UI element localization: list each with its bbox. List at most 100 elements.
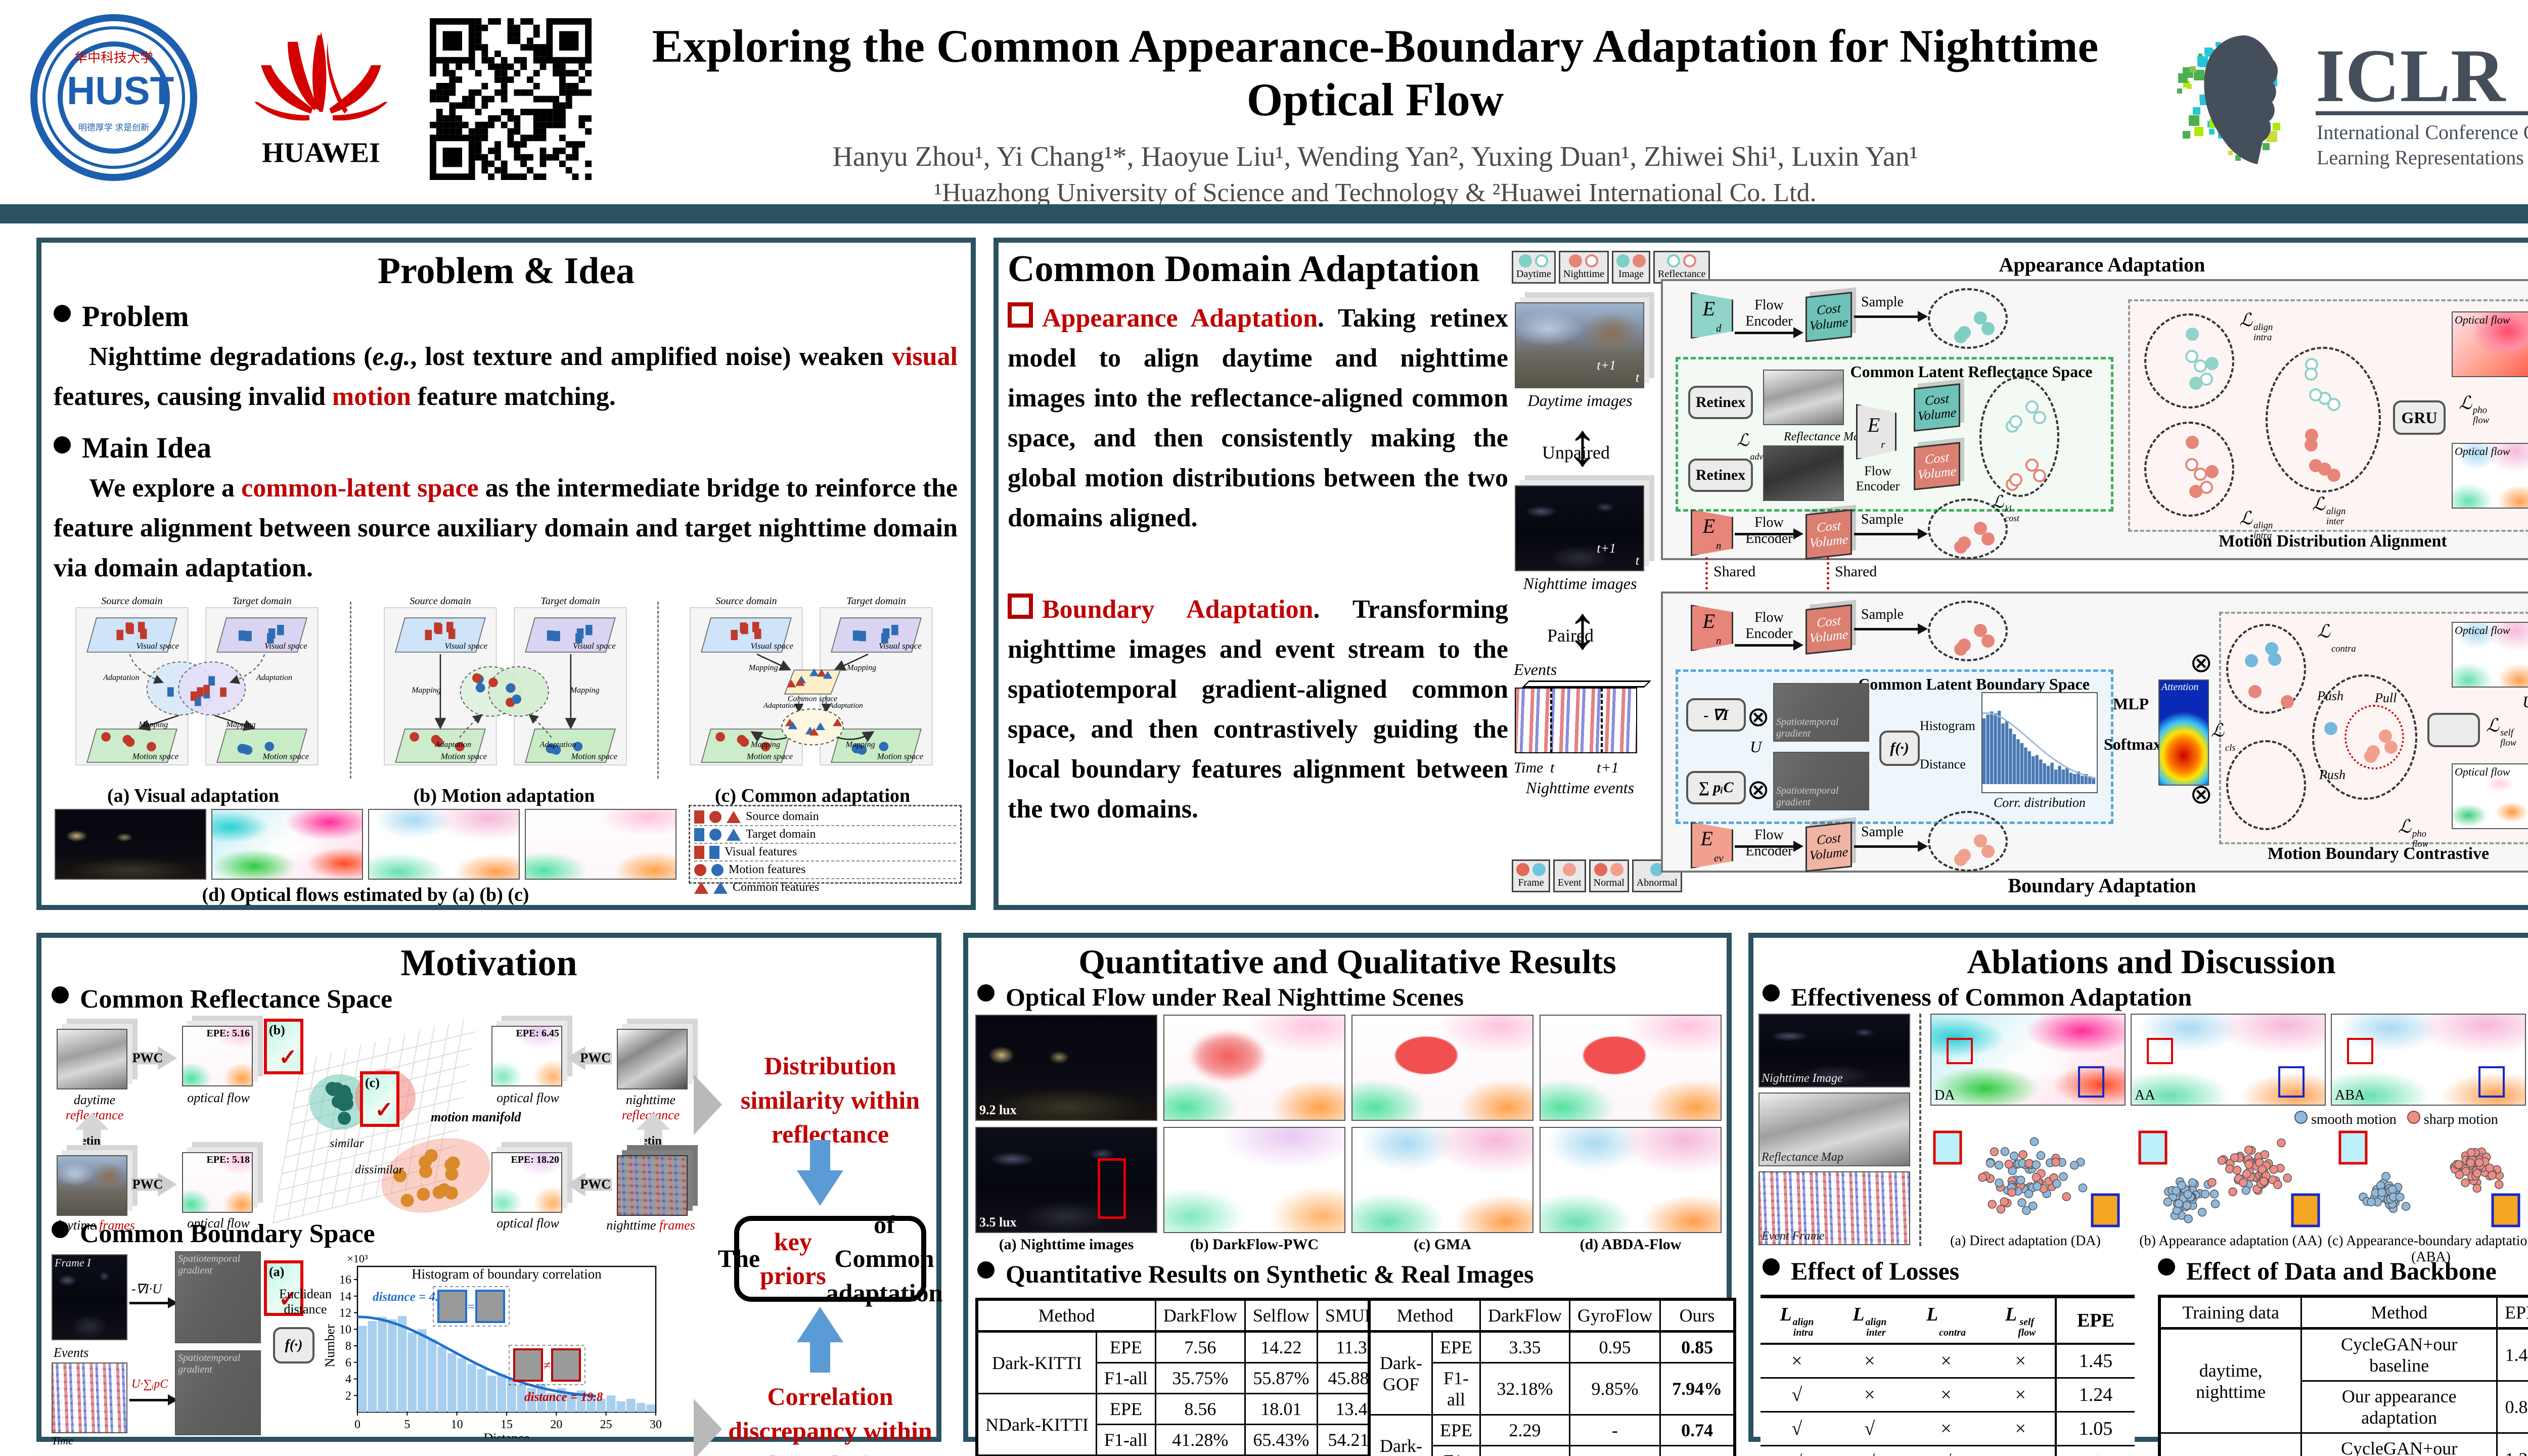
square-icon xyxy=(694,845,704,859)
circle-icon xyxy=(709,810,721,823)
roi-red-icon xyxy=(2147,1038,2173,1064)
flow-tag: AA xyxy=(2135,1087,2155,1103)
svg-text:Target domain: Target domain xyxy=(540,597,600,607)
table-cell: EPE xyxy=(1095,1331,1156,1363)
ablations-bullet2: Effect of Losses xyxy=(1763,1256,1959,1286)
cluster-caption-b: (b) Appearance adaptation (AA) xyxy=(2139,1233,2322,1249)
legend-row: Common features xyxy=(694,879,956,896)
optical-flow-label: Optical flow xyxy=(2455,445,2510,458)
feature-dot-icon xyxy=(2367,745,2380,758)
feature-dot-icon xyxy=(1974,623,1988,637)
feature-dot-icon xyxy=(340,1097,354,1110)
shared-label-1: Shared xyxy=(1713,563,1756,580)
optical-flow-label: Optical flow xyxy=(2455,624,2510,636)
panel2-title: Common Domain Adaptation xyxy=(1008,248,1480,290)
table-cell: EPE xyxy=(1431,1414,1481,1446)
lux-label-1: 9.2 lux xyxy=(979,1103,1017,1117)
events-label: Events xyxy=(54,1345,89,1360)
boundary-bullet: Boundary Adaptation. Transforming nightt… xyxy=(1008,589,1508,829)
st-gradient-1: Spatiotemporal gradient xyxy=(175,1251,261,1343)
table-header-cell: L contra xyxy=(1906,1296,1987,1345)
l-cls: ℒ cls xyxy=(2211,720,2236,753)
svg-text:Visual space: Visual space xyxy=(750,641,793,651)
f-box: f(·) xyxy=(1879,731,1920,766)
triangle-icon xyxy=(727,810,741,823)
math-label: E n xyxy=(1702,610,1722,647)
feature-dot-icon xyxy=(398,1192,416,1209)
appearance-box: E d Flow Encoder Cost Volume Sample Comm… xyxy=(1661,279,2528,560)
poster-title: Exploring the Common Appearance-Boundary… xyxy=(652,20,2099,125)
svg-text:Motion space: Motion space xyxy=(571,751,618,761)
feature-dot-icon xyxy=(1974,521,1988,535)
optical-flow-label: optical flow xyxy=(496,1216,559,1231)
huawei-wordmark: HUAWEI xyxy=(262,137,380,168)
feature-dot-icon xyxy=(2033,411,2046,425)
table-cell: × xyxy=(1986,1445,2056,1456)
flow-night-refl: EPE: 6.45 xyxy=(491,1026,562,1086)
table-cell: 0.74 xyxy=(1659,1414,1736,1446)
legend-label: Motion features xyxy=(729,863,806,876)
circle-icon xyxy=(711,863,724,876)
svg-text:Adaptation: Adaptation xyxy=(828,701,863,710)
u2-label: U xyxy=(2522,693,2528,711)
table-cell: 1.05 xyxy=(2055,1412,2135,1447)
legend-label: Visual features xyxy=(725,845,797,858)
reflectance-map-image: Reflectance Map xyxy=(1758,1093,1910,1166)
nighttime-frames-label: nighttime frames xyxy=(606,1218,695,1233)
dissimilar-label: dissimilar xyxy=(355,1163,404,1176)
nighttime-images: t+1 t xyxy=(1515,485,1644,571)
table-cell: × xyxy=(1906,1412,1987,1447)
table-cell: daytime, nighttime xyxy=(2158,1328,2303,1434)
square-bullet-icon xyxy=(1008,594,1033,619)
huawei-logo-icon: HUAWEI xyxy=(238,15,404,182)
feature-dot-icon xyxy=(2276,766,2289,780)
thumb-c: (c) ✓ xyxy=(360,1071,399,1127)
st-gradient-label: Spatiotemporal gradient xyxy=(1776,716,1839,739)
table-header-cell: EPE xyxy=(2055,1296,2135,1345)
flow-tag: DA xyxy=(1934,1087,1955,1103)
svg-text:Common space: Common space xyxy=(788,695,838,703)
table-cell: 18.01 xyxy=(1244,1393,1318,1425)
nighttime-reflectance-label: nighttime reflectance xyxy=(621,1093,680,1122)
feature-dot-icon xyxy=(2009,415,2022,429)
table-cell: × xyxy=(1986,1344,2056,1379)
epe-label: EPE: 6.45 xyxy=(516,1028,559,1039)
frame-i-label: Frame I xyxy=(55,1256,91,1269)
gray-arrow-icon xyxy=(694,1074,722,1135)
table-row: Dark-DSECEPE2.29-0.74 xyxy=(1368,1414,1736,1456)
table-cell: 9.85% xyxy=(1569,1362,1661,1416)
table-cell: NDark-KITTI xyxy=(976,1393,1097,1456)
feature-dot-icon xyxy=(2193,359,2207,373)
svg-text:12: 12 xyxy=(339,1307,351,1320)
ablations-bullet3: Effect of Data and Backbone xyxy=(2158,1256,2497,1286)
histogram-label: Histogram xyxy=(1920,718,1975,733)
svg-text:25: 25 xyxy=(600,1418,612,1431)
table-cell: 0.85 xyxy=(2055,1445,2135,1456)
svg-text:16: 16 xyxy=(339,1273,351,1287)
unpaired-label: Unpaired xyxy=(1542,442,1610,463)
legend-label: Target domain xyxy=(746,828,816,841)
key-priors-box: The key priors of Common adaptation xyxy=(717,1210,943,1307)
math-label: L contra xyxy=(1926,1304,1966,1338)
boundary-region: Common Latent Boundary Space - ∇I ⊗ U ∑ … xyxy=(1676,669,2113,824)
flow-c-image xyxy=(525,809,676,880)
tsne-aba xyxy=(2338,1130,2520,1227)
grad-box: - ∇I xyxy=(1686,698,1746,732)
event-frame-image: Event Frame xyxy=(1758,1171,1910,1245)
legend-cell: Normal xyxy=(1589,859,1629,892)
svg-text:0: 0 xyxy=(354,1418,360,1431)
optical-flow-top: Optical flow xyxy=(2452,622,2528,688)
common-adaptation-figure: Nighttime Image Reflectance Map Event Fr… xyxy=(1758,1014,2528,1265)
math-label: E d xyxy=(1702,297,1722,334)
legend-row: Visual features xyxy=(694,844,956,861)
poster-affiliation: ¹Huazhong University of Science and Tech… xyxy=(934,178,1817,207)
svg-text:6: 6 xyxy=(345,1356,351,1370)
ablations-bullet1: Effectiveness of Common Adaptation xyxy=(1763,982,2192,1012)
header-divider xyxy=(0,204,2528,223)
